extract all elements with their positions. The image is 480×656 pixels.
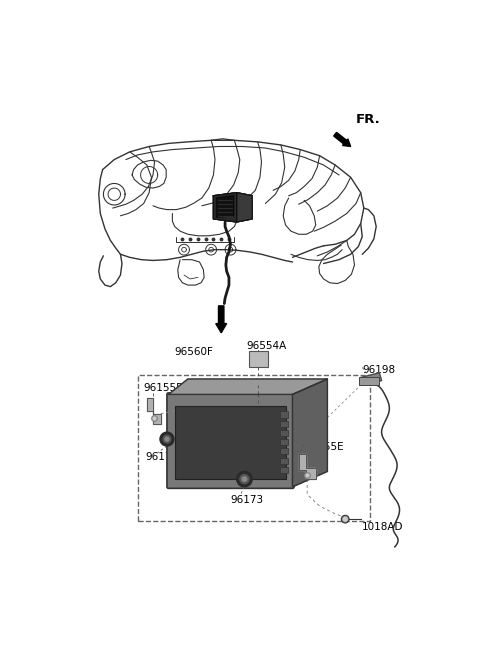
Bar <box>359 377 379 385</box>
Polygon shape <box>216 195 234 217</box>
Polygon shape <box>147 398 161 424</box>
FancyArrow shape <box>334 133 350 146</box>
Polygon shape <box>360 373 382 385</box>
Text: 96173: 96173 <box>230 495 264 504</box>
Bar <box>280 420 288 427</box>
Circle shape <box>341 516 349 523</box>
Text: 96173: 96173 <box>145 452 179 462</box>
Circle shape <box>163 435 171 443</box>
Text: 96155E: 96155E <box>304 442 344 452</box>
FancyArrow shape <box>216 306 227 333</box>
Text: 96560F: 96560F <box>175 346 214 357</box>
Text: 1018AD: 1018AD <box>362 522 404 532</box>
Polygon shape <box>299 455 316 479</box>
Circle shape <box>343 517 347 521</box>
Bar <box>280 430 288 436</box>
Text: 96198: 96198 <box>362 365 396 375</box>
Polygon shape <box>214 193 237 222</box>
Text: 96155D: 96155D <box>144 383 185 393</box>
Polygon shape <box>168 379 327 394</box>
Text: FR.: FR. <box>356 113 381 127</box>
Circle shape <box>165 437 169 441</box>
Bar <box>280 439 288 445</box>
Circle shape <box>237 472 252 487</box>
Bar <box>280 458 288 464</box>
Bar <box>249 352 268 367</box>
Bar <box>137 375 370 522</box>
Text: 96554A: 96554A <box>246 340 286 350</box>
Circle shape <box>160 432 174 446</box>
Bar <box>175 406 286 479</box>
FancyBboxPatch shape <box>167 393 294 488</box>
Bar <box>280 411 288 417</box>
Bar <box>280 467 288 473</box>
Circle shape <box>240 474 249 483</box>
Polygon shape <box>292 379 327 487</box>
Polygon shape <box>214 193 252 222</box>
Circle shape <box>242 477 247 482</box>
Bar <box>280 448 288 455</box>
Polygon shape <box>237 193 252 222</box>
